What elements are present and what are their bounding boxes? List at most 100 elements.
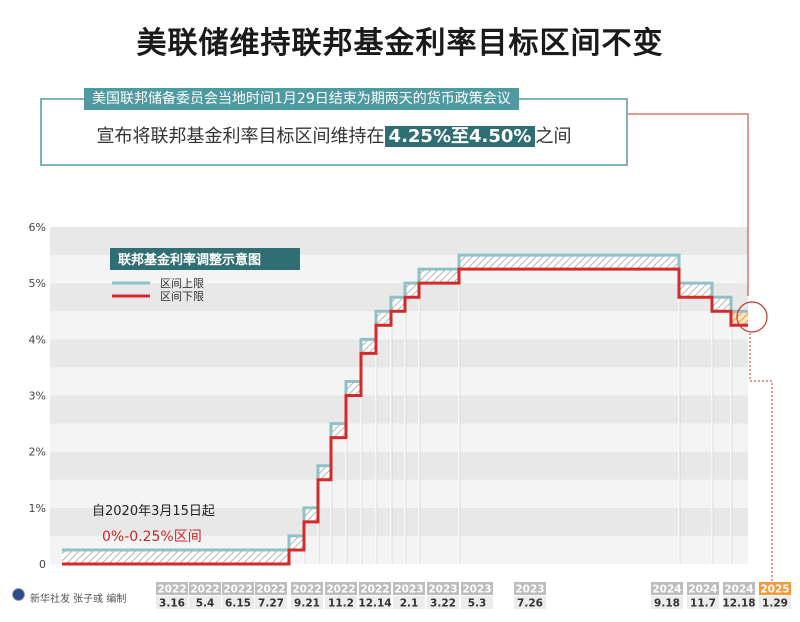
rate-band-fill [459, 255, 679, 270]
rate-band-fill [405, 283, 419, 298]
date-day-bg [393, 596, 425, 609]
y-tick-label: 0 [39, 558, 46, 571]
grid-band [50, 311, 748, 340]
date-year-bg [255, 582, 287, 595]
date-year-label: 2025 [760, 584, 789, 596]
xinhua-logo-icon [12, 588, 25, 601]
rate-range-highlight: 4.25%至4.50% [384, 126, 536, 147]
grid-band [50, 479, 748, 508]
rate-band-fill [289, 535, 304, 550]
y-tick-label: 2% [29, 446, 46, 459]
info-statement-suffix: 之间 [535, 126, 572, 147]
annotation-since: 自2020年3月15日起 [92, 504, 215, 519]
date-day-bg [427, 596, 459, 609]
annotation-range: 0%-0.25%区间 [102, 529, 202, 545]
page-title: 美联储维持联邦基金利率目标区间不变 [136, 26, 664, 61]
date-year-label: 2023 [428, 584, 457, 596]
date-day-label: 7.26 [517, 598, 543, 610]
grid-band [50, 395, 748, 424]
date-year-label: 2023 [515, 584, 544, 596]
y-tick-label: 3% [29, 390, 46, 403]
date-day-bg [651, 596, 683, 609]
date-day-label: 9.18 [654, 598, 680, 610]
grid-band [50, 423, 748, 452]
date-day-label: 3.22 [430, 598, 456, 610]
date-day-label: 5.4 [196, 598, 215, 610]
date-year-label: 2024 [688, 584, 717, 596]
rate-band-fill [361, 339, 376, 354]
date-year-bg [427, 582, 459, 595]
date-year-bg [156, 582, 188, 595]
y-tick-label: 1% [29, 502, 46, 515]
info-statement-prefix: 宣布将联邦基金利率目标区间维持在 [96, 126, 385, 147]
date-day-label: 11.7 [690, 598, 716, 610]
date-year-label: 2022 [190, 584, 219, 596]
legend-lower-label: 区间下限 [160, 290, 204, 303]
date-day-label: 3.16 [159, 598, 185, 610]
highlight-circle [736, 301, 768, 333]
date-day-label: 6.15 [225, 598, 251, 610]
rate-band-fill [731, 311, 748, 326]
date-year-bg [723, 582, 755, 595]
date-day-bg [325, 596, 357, 609]
date-day-bg [255, 596, 287, 609]
date-year-bg [359, 582, 391, 595]
chart-title: 联邦基金利率调整示意图 [118, 252, 261, 268]
date-year-label: 2022 [223, 584, 252, 596]
date-year-label: 2022 [326, 584, 355, 596]
legend-title-bg [110, 248, 300, 270]
date-day-bg [359, 596, 391, 609]
date-year-bg [687, 582, 719, 595]
date-year-bg [325, 582, 357, 595]
date-day-bg [189, 596, 221, 609]
info-statement: 宣布将联邦基金利率目标区间维持在 4.25%至4.50% 之间 [40, 122, 628, 152]
date-day-label: 5.3 [468, 598, 487, 610]
date-day-label: 11.2 [328, 598, 354, 610]
date-year-label: 2023 [462, 584, 491, 596]
date-year-bg [222, 582, 254, 595]
date-year-label: 2024 [652, 584, 681, 596]
date-day-bg [687, 596, 719, 609]
date-day-bg [222, 596, 254, 609]
date-year-bg [759, 582, 791, 595]
rate-band-fill [62, 549, 289, 564]
grid-band [50, 339, 748, 368]
rate-band-fill [376, 311, 391, 326]
grid-band [50, 367, 748, 396]
date-year-label: 2022 [157, 584, 186, 596]
date-year-label: 2022 [256, 584, 285, 596]
rate-band-fill [331, 423, 346, 438]
date-year-bg [291, 582, 323, 595]
rate-band-fill [318, 465, 331, 480]
date-year-bg [461, 582, 493, 595]
date-day-label: 7.27 [258, 598, 284, 610]
date-day-label: 9.21 [294, 598, 320, 610]
credit-line: 新华社发 张子彧 编制 [30, 594, 127, 605]
date-day-label: 1.29 [762, 598, 788, 610]
date-day-bg [723, 596, 755, 609]
date-year-bg [189, 582, 221, 595]
y-tick-label: 5% [29, 277, 46, 290]
date-day-bg [514, 596, 546, 609]
date-day-label: 12.14 [358, 598, 391, 610]
rate-band-fill [419, 269, 459, 284]
date-day-bg [156, 596, 188, 609]
date-year-label: 2024 [724, 584, 753, 596]
grid-band [50, 507, 748, 536]
rate-band-fill [679, 283, 712, 298]
y-tick-label: 4% [29, 333, 46, 346]
legend-upper-label: 区间上限 [160, 277, 204, 290]
date-year-bg [514, 582, 546, 595]
connector-line [628, 113, 749, 296]
date-day-label: 12.18 [722, 598, 755, 610]
rate-band-fill [712, 297, 731, 312]
info-headline: 美国联邦储备委员会当地时间1月29日结束为期两天的货币政策会议 [84, 88, 519, 110]
date-year-bg [393, 582, 425, 595]
date-day-bg [759, 596, 791, 609]
date-year-bg [651, 582, 683, 595]
date-day-label: 2.1 [400, 598, 419, 610]
date-day-bg [291, 596, 323, 609]
date-year-label: 2023 [394, 584, 423, 596]
y-tick-label: 6% [29, 221, 46, 234]
